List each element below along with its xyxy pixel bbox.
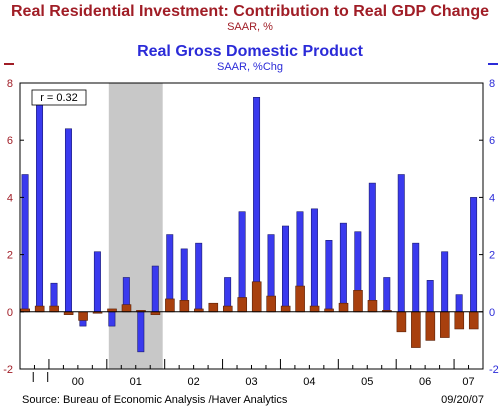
residential-bar xyxy=(165,298,175,313)
date-stamp: 09/20/07 xyxy=(441,394,484,406)
residential-bar xyxy=(468,311,479,330)
x-tick-label: 04 xyxy=(303,376,315,388)
y-tick-label-left: 6 xyxy=(7,135,13,147)
residential-bar xyxy=(440,311,450,338)
residential-bar xyxy=(266,295,276,313)
y-tick-label-right: 6 xyxy=(489,135,495,147)
residential-bar xyxy=(237,297,248,313)
gdp-bar xyxy=(108,311,116,327)
residential-bar xyxy=(338,302,349,313)
gdp-title: Real Gross Domestic Product xyxy=(137,43,363,60)
gdp-bar xyxy=(282,225,289,313)
annotation-box xyxy=(31,89,87,106)
gdp-bar xyxy=(383,277,391,313)
gdp-bar xyxy=(253,97,261,313)
residential-bar xyxy=(454,311,465,330)
gdp-bar xyxy=(21,174,29,313)
residential-bar xyxy=(251,281,262,313)
residential-bar xyxy=(425,311,436,341)
residential-bar xyxy=(411,311,421,348)
gdp-bar xyxy=(325,240,333,313)
x-tick-label: 01 xyxy=(130,376,142,388)
gdp-bar xyxy=(195,242,203,313)
residential-bar xyxy=(78,311,88,321)
residential-bar xyxy=(34,305,45,313)
gdp-bar xyxy=(441,251,449,313)
y-tick-label-left: 2 xyxy=(7,250,13,262)
residential-bar xyxy=(121,304,132,313)
residential-title: Real Residential Investment: Contributio… xyxy=(11,3,489,20)
gdp-bar xyxy=(397,174,405,313)
x-tick-label: 02 xyxy=(188,376,200,388)
gdp-subtitle: SAAR, %Chg xyxy=(216,61,284,73)
correlation-annotation: r = 0.32 xyxy=(40,92,78,104)
residential-bar xyxy=(222,305,233,313)
y-tick-label-right: 4 xyxy=(489,192,495,204)
gdp-bar xyxy=(339,222,347,313)
gdp-bar xyxy=(455,294,463,313)
gdp-bar xyxy=(137,311,145,353)
residential-bar xyxy=(295,285,305,313)
x-tick-label: 06 xyxy=(419,376,431,388)
x-tick-label: 00 xyxy=(72,376,84,388)
gdp-bar xyxy=(470,197,478,313)
residential-bar xyxy=(179,300,190,313)
residential-bar xyxy=(280,305,291,313)
gdp-bar xyxy=(426,280,434,313)
gdp-bar xyxy=(310,208,318,313)
x-tick-label: 07 xyxy=(462,376,474,388)
residential-bar xyxy=(309,305,320,313)
y-tick-label-left: 0 xyxy=(7,307,13,319)
residential-bar xyxy=(367,300,378,313)
y-tick-label-left: 4 xyxy=(7,192,13,204)
gdp-bar xyxy=(368,182,376,313)
residential-bar xyxy=(208,302,219,313)
y-tick-label-right: 0 xyxy=(489,307,495,319)
gdp-bar xyxy=(36,102,44,313)
residential-subtitle: SAAR, % xyxy=(227,21,273,33)
residential-bar xyxy=(396,311,407,333)
x-tick-label: 05 xyxy=(361,376,373,388)
residential-bar xyxy=(49,305,59,313)
chart-area: -2 -20 02 24 46 68 800 01 02 03 04 05 06 07r = 0.32 xyxy=(3,63,499,388)
y-tick-label-right: 2 xyxy=(489,250,495,262)
y-tick-label-right: 8 xyxy=(489,78,495,90)
gdp-bar xyxy=(412,242,420,313)
y-tick-label-right: -2 xyxy=(489,364,499,376)
gdp-bar xyxy=(64,128,72,313)
gdp-bar xyxy=(151,265,159,313)
y-tick-label-left: 8 xyxy=(7,78,13,90)
gdp-bar xyxy=(238,211,246,313)
gdp-bar xyxy=(93,251,101,313)
x-tick-label: 03 xyxy=(245,376,257,388)
y-tick-label-left: -2 xyxy=(3,364,13,376)
source-note: Source: Bureau of Economic Analysis /Hav… xyxy=(22,394,288,406)
residential-bar xyxy=(353,290,363,313)
recession-shading xyxy=(108,83,163,369)
